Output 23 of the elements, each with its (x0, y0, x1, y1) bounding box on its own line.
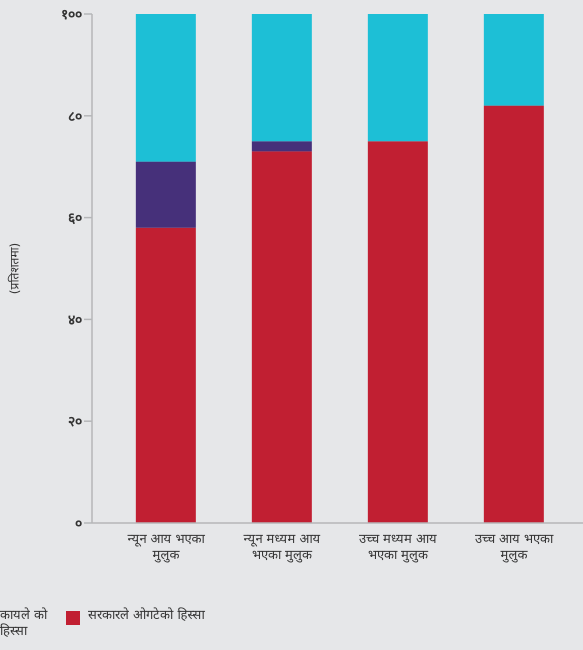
bar (136, 228, 196, 523)
y-tick-label: ६० (68, 210, 82, 227)
y-axis-title: (प्रतिशतमा) (7, 242, 22, 294)
bar (368, 14, 428, 142)
text: कायले को हिस्सा (0, 608, 48, 640)
x-tick-label: न्यून मध्यम आय भएका मुलुक (243, 532, 321, 563)
bar (252, 14, 312, 142)
y-tick-label: ८० (68, 108, 82, 125)
y-tick-label: ४० (68, 312, 82, 328)
bar (136, 14, 196, 162)
bar (136, 162, 196, 228)
bar (252, 151, 312, 523)
legend-label: सरकारले ओगटेको हिस्सा (88, 608, 206, 624)
y-tick-label: २० (68, 414, 82, 430)
y-tick-label: ० (75, 516, 82, 532)
x-tick-label: उच्च मध्यम आय भएका मुलुक (358, 532, 438, 563)
bar (252, 141, 312, 152)
bar (484, 14, 544, 106)
bar (368, 141, 428, 523)
x-tick-label: उच्च आय भएका मुलुक (474, 532, 554, 563)
y-tick-label: १०० (61, 6, 82, 23)
x-tick-label: न्यून आय भएका मुलुक (127, 532, 206, 563)
bar (484, 106, 544, 523)
